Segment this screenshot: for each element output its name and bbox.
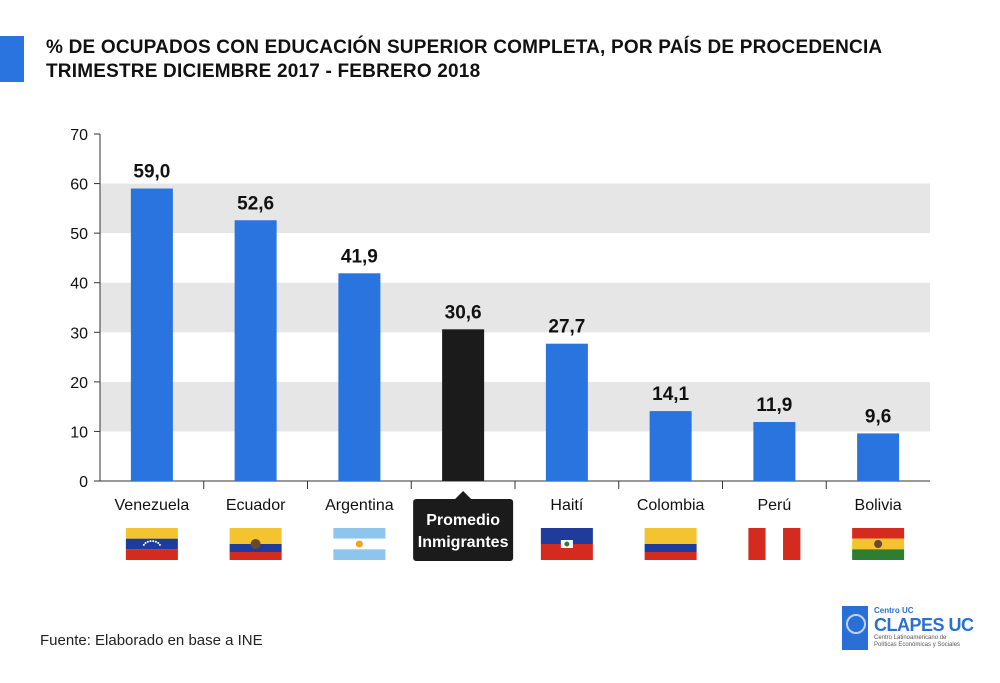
clapes-logo: Centro UC CLAPES UC Centro Latinoamerica… [842, 606, 974, 652]
x-category-label: Bolivia [855, 497, 902, 514]
logo-small-text: Centro UC [874, 606, 914, 615]
venezuela-flag-icon [125, 528, 178, 560]
bar-value-label: 11,9 [756, 395, 792, 416]
y-tick-label: 40 [70, 276, 88, 293]
chart-title-line2: TRIMESTRE DICIEMBRE 2017 - FEBRERO 2018 [46, 61, 481, 82]
bar-chart: 0 10 20 30 40 50 60 70 59,0 Venezuela 52,6 Ecuador 4… [70, 127, 930, 561]
bar [234, 220, 277, 482]
grid-band [100, 381, 930, 432]
grid-band [100, 282, 930, 333]
x-category-label: Inmigrantes [418, 534, 509, 551]
bar [649, 411, 692, 481]
x-category-label: Argentina [325, 497, 394, 514]
y-tick-label: 70 [70, 127, 88, 144]
bolivia-flag-icon [852, 528, 905, 560]
bar-value-label: 59,0 [133, 162, 170, 183]
grid-band [100, 183, 930, 234]
x-category-label: Venezuela [115, 497, 190, 514]
bar [753, 422, 796, 481]
y-tick-label: 20 [70, 375, 88, 392]
x-category-label: Colombia [637, 497, 705, 514]
bar [130, 188, 173, 481]
bar-value-label: 27,7 [548, 317, 585, 338]
bar-value-label: 41,9 [341, 246, 378, 267]
bar-value-label: 9,6 [865, 406, 891, 427]
argentina-flag-icon [333, 528, 386, 560]
y-tick-label: 50 [70, 226, 88, 243]
bar-value-label: 14,1 [652, 384, 689, 405]
clapes-logo-mark [842, 606, 868, 650]
x-category-label: Haití [550, 497, 583, 514]
logo-tagline: Centro Latinoamericano de Políticas Econ… [874, 635, 961, 648]
bar [442, 329, 485, 481]
y-tick-label: 10 [70, 424, 88, 441]
source-note: Fuente: Elaborado en base a INE [40, 632, 263, 649]
y-tick-label: 30 [70, 325, 88, 342]
chart-title-line1: % DE OCUPADOS CON EDUCACIÓN SUPERIOR COM… [46, 37, 883, 58]
highlight-callout-pointer [455, 491, 472, 499]
colombia-flag-icon [644, 528, 697, 560]
x-category-label: Ecuador [226, 497, 286, 514]
peru-flag-icon [748, 528, 801, 560]
x-category-label: Promedio [426, 512, 500, 529]
y-tick-label: 60 [70, 177, 88, 194]
bar-value-label: 52,6 [237, 193, 274, 214]
bar-value-label: 30,6 [445, 302, 482, 323]
y-tick-label: 0 [79, 474, 88, 491]
haiti-flag-icon [540, 528, 593, 560]
x-category-label: Perú [757, 497, 791, 514]
highlight-callout-box [413, 499, 514, 561]
ecuador-flag-icon [229, 528, 282, 560]
bar [338, 273, 381, 481]
bar [857, 433, 900, 481]
logo-name: CLAPES UC [874, 615, 974, 635]
chart-title: % DE OCUPADOS CON EDUCACIÓN SUPERIOR COM… [46, 36, 882, 84]
title-accent-bar [0, 36, 24, 82]
bar [545, 343, 588, 481]
